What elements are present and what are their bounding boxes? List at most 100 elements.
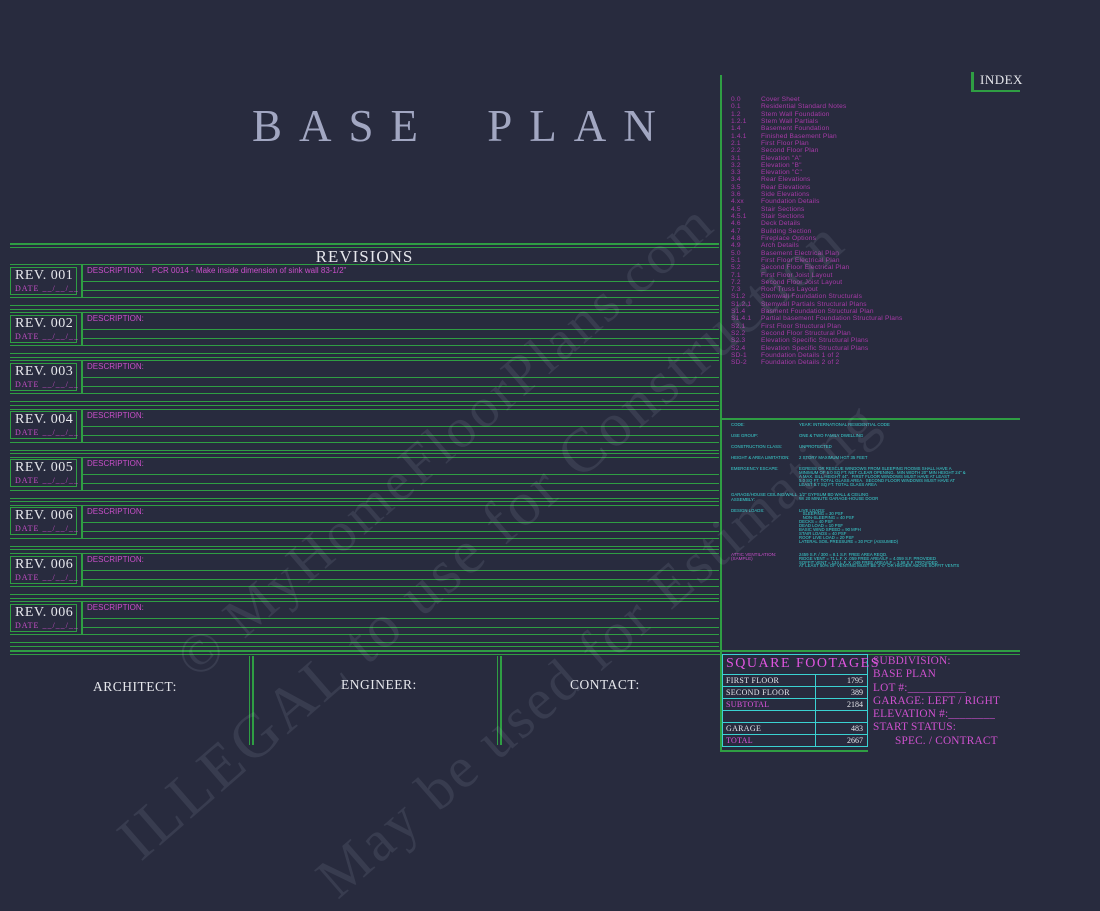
index-entry: 0.1 Residential Standard Notes [731,103,902,110]
index-entry-title: Fireplace Options [761,234,817,242]
border-line [722,418,1020,420]
grid-line [10,549,719,551]
grid-line [82,425,719,427]
index-entry-title: Second Floor Structural Plan [761,330,851,337]
note-line: STAIR LOADS = 40 PSF [799,530,847,536]
note-line: A MAX. SILL HEIGHT 44". FIRST FLOOR WIND… [799,473,950,479]
attic-label: ATTIC VENTILATION: [731,551,777,557]
note-line: YEAR: INTERNATIONAL RESIDENTIAL CODE [799,422,890,427]
sheet-title: BASE PLAN [252,101,673,151]
index-entry-title: First Floor Electrical Plan [761,256,840,264]
grid-line [10,456,719,458]
index-entry: 4.xx Foundation Details [731,198,902,205]
revision-date: DATE __/__/__ [15,524,79,534]
index-entry-number: 1.2.1 [731,117,747,125]
revision-label-box: REV. 002 DATE __/__/__ [10,314,78,343]
index-entry: 2.1 First Floor Plan [731,140,902,147]
note-row: HEIGHT & AREA LIMITATION: 2 STORY MAXIMU… [731,455,1023,461]
engineer-label: ENGINEER: [341,677,417,692]
note-line: MINIMUM OF 5.0 SQ FT. NET CLEAR OPENING.… [799,469,966,475]
index-entry-title: First Floor Plan [761,139,809,147]
grid-line [81,553,83,587]
row-label: FIRST FLOOR [726,676,780,685]
index-entry-title: Foundation Details 1 of 2 [761,351,840,359]
index-entry-number: 1.4 [731,125,741,133]
note-line: BASIC WIND SPEED = 90 MPH [799,527,861,533]
grid-line [81,408,83,442]
index-entry: S2.4 Elevation Specific Structural Plans [731,345,902,352]
revision-label-box: REV. 006 DATE __/__/__ [10,507,79,536]
grid-line [81,312,83,346]
note-line: AT LEAST 50% OF VENTING MUST BE 3'-0" OR… [799,563,960,569]
border-line [10,653,1020,655]
index-entry-number: 3.1 [731,154,741,162]
sheet-index-list: 0.0 Cover Sheet 0.1 Residential Standard… [731,96,902,367]
row-value: 389 [815,687,867,698]
index-entry-title: First Floor Joist Layout [761,271,833,279]
index-entry-number: SD-1 [731,351,747,359]
architect-label: ARCHITECT: [93,679,177,694]
index-entry-number: S2.4 [731,344,746,352]
description-label: DESCRIPTION: [87,555,144,565]
index-entry: S1.2 Stemwall Foundation Structurals [731,293,902,300]
grid-line [10,586,719,588]
grid-line [10,264,719,265]
index-entry-number: 7.2 [731,278,741,286]
row-label: SUBTOTAL [726,700,770,709]
index-entry: 2.2 Second Floor Plan [731,147,902,154]
note-line: RIDGE VENT = 71 L.F. X .059 FREE AREA/LF… [799,555,936,561]
row-value: 2667 [815,735,867,746]
garage-option: GARAGE: LEFT / RIGHT [873,694,1001,707]
revision-date: DATE __/__/__ [15,620,79,630]
revision-number: REV. 006 [15,604,74,620]
subdivision-label: SUBDIVISION: [873,655,951,667]
grid-line [82,627,719,629]
index-entry-title: Basment Foundation Structural Plan [761,308,874,316]
table-row: FIRST FLOOR 1795 [723,675,867,687]
description-label: DESCRIPTION: [87,603,144,613]
index-entry-number: 0.0 [731,96,741,103]
attic-sample-label: (SAMPLE) [731,556,753,562]
border-line [10,246,719,248]
index-title: INDEX [971,72,1022,92]
revision-number: REV. 001 [15,267,74,283]
contact-label: CONTACT: [570,677,640,692]
index-entry-number: 7.1 [731,271,741,279]
border-line [248,656,250,745]
index-entry-number: 2.1 [731,139,741,147]
grid-line [10,597,719,599]
grid-line [10,501,719,503]
index-entry-number: S1.4 [731,308,746,316]
index-entry-number: 5.0 [731,249,741,257]
index-entry-title: Elevation Specific Structural Plans [761,337,869,345]
border-line [10,650,1020,652]
revisions-header: REVISIONS [315,247,414,266]
revision-row: REV. 005 DATE __/__/__ DESCRIPTION: [10,456,719,505]
index-entry-title: Second Floor Plan [761,147,819,155]
grid-line [10,401,719,403]
grid-line [10,489,719,491]
grid-line [81,504,83,538]
grid-line [82,386,719,388]
table-row: SECOND FLOOR 389 [723,687,867,699]
grid-line [10,553,719,555]
revision-row: REV. 002 DATE __/__/__ DESCRIPTION: [10,312,719,360]
index-entry: 4.8 Fireplace Options [731,235,902,242]
revision-date: DATE __/__/__ [15,283,79,293]
index-entry: S2.2 Second Floor Structural Plan [731,330,902,337]
grid-line [82,618,719,620]
index-entry-title: Stair Sections [761,205,805,213]
grid-line [82,329,719,331]
revision-label-box: REV. 005 DATE __/__/__ [10,459,78,488]
revision-description: DESCRIPTION: [87,459,152,468]
note-label: GARAGE/HOUSE CEILING/WALL ASSEMBLY: [731,492,797,502]
index-entry: 3.6 Side Elevations [731,191,902,198]
note-line: UNPROTECTED [799,444,832,449]
index-entry-number: 0.1 [731,103,741,111]
note-line: LATERAL SOIL PRESSURE = 30 PCF (ASSUMED) [799,538,899,544]
grid-line [10,297,719,298]
note-label: CODE: [731,422,745,427]
revision-description: DESCRIPTION: [87,507,152,516]
index-entry: 5.1 First Floor Electrical Plan [731,257,902,264]
revision-number: REV. 004 [15,412,74,428]
